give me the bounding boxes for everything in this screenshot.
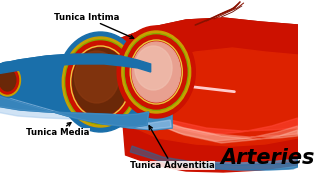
- Ellipse shape: [62, 37, 139, 127]
- Text: Tunica Media: Tunica Media: [26, 123, 89, 137]
- Ellipse shape: [132, 42, 180, 102]
- Polygon shape: [0, 95, 149, 127]
- Ellipse shape: [75, 51, 119, 103]
- Ellipse shape: [117, 26, 195, 118]
- Ellipse shape: [73, 48, 128, 116]
- Ellipse shape: [135, 46, 172, 90]
- Polygon shape: [204, 158, 298, 170]
- Ellipse shape: [0, 66, 19, 94]
- Ellipse shape: [0, 62, 22, 98]
- Ellipse shape: [0, 69, 16, 91]
- Polygon shape: [0, 54, 151, 74]
- Polygon shape: [0, 94, 171, 129]
- Polygon shape: [0, 95, 172, 130]
- Polygon shape: [0, 95, 149, 127]
- Ellipse shape: [122, 31, 191, 113]
- Polygon shape: [130, 146, 298, 170]
- Polygon shape: [116, 18, 298, 172]
- Polygon shape: [116, 18, 298, 60]
- Ellipse shape: [125, 35, 187, 109]
- Polygon shape: [138, 108, 298, 135]
- Text: Tunica Intima: Tunica Intima: [54, 13, 134, 39]
- Polygon shape: [154, 118, 298, 143]
- Polygon shape: [0, 54, 172, 130]
- Ellipse shape: [0, 64, 20, 96]
- Polygon shape: [125, 48, 298, 146]
- Text: Arteries: Arteries: [221, 148, 315, 168]
- Ellipse shape: [66, 41, 135, 123]
- Text: Tunica Adventitia: Tunica Adventitia: [130, 126, 214, 170]
- Ellipse shape: [58, 32, 143, 132]
- Polygon shape: [147, 116, 298, 141]
